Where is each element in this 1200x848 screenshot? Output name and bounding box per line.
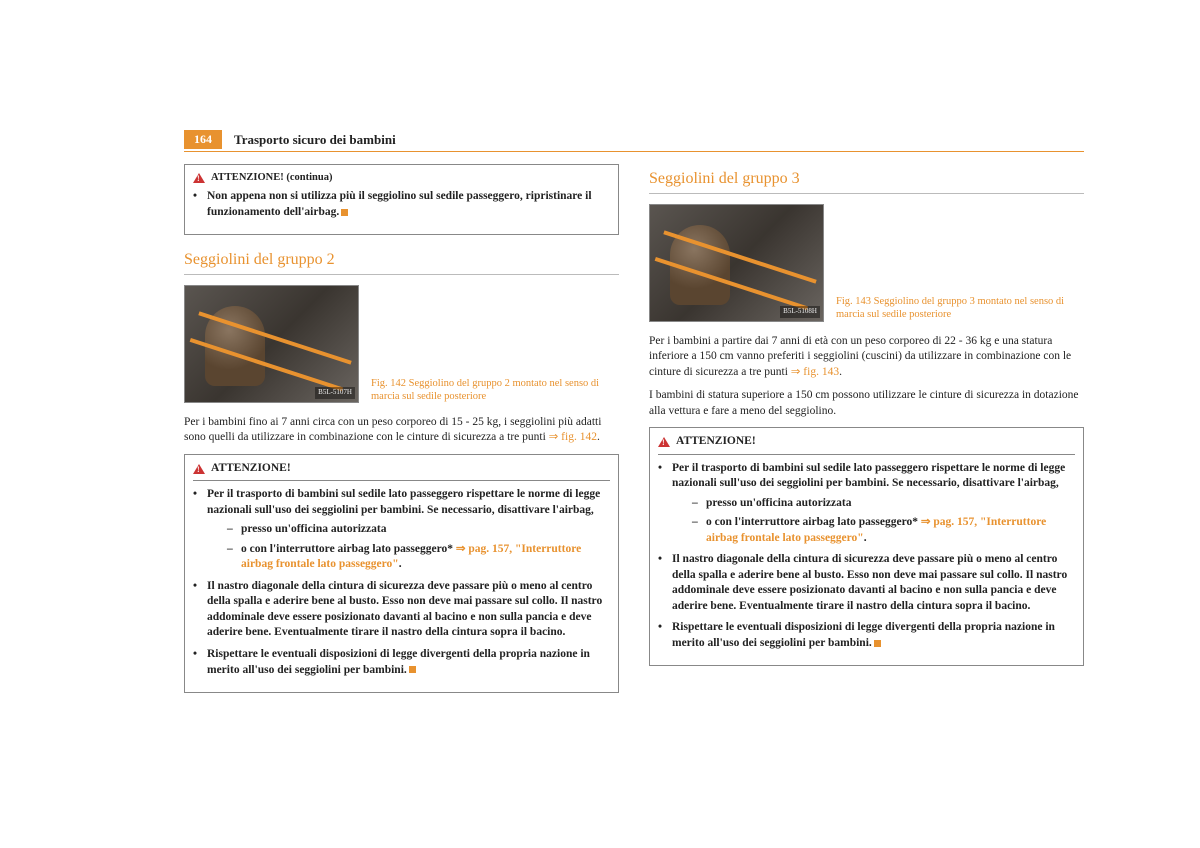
figure-143-caption: Fig. 143 Seggiolino del gruppo 3 montato… xyxy=(836,295,1066,321)
warning-icon xyxy=(193,173,205,183)
body-paragraph: Per i bambini fino ai 7 anni circa con u… xyxy=(184,415,619,446)
page-number-badge: 164 xyxy=(184,130,222,149)
warning-header-text: ATTENZIONE! xyxy=(676,434,756,450)
figure-reference: ⇒ fig. 142 xyxy=(549,431,597,443)
figure-142-image: B5L-5107H xyxy=(184,285,359,403)
figure-code-label: B5L-5107H xyxy=(315,387,355,398)
figure-143-image: B5L-5108H xyxy=(649,204,824,322)
warning-header: ATTENZIONE! xyxy=(193,461,610,482)
figure-142-caption: Fig. 142 Seggiolino del gruppo 2 montato… xyxy=(371,377,601,403)
warning-dash-item: o con l'interruttore airbag lato passegg… xyxy=(227,542,610,573)
section-heading-group2: Seggiolini del gruppo 2 xyxy=(184,249,619,275)
seatbelt-graphic xyxy=(663,230,816,283)
figure-143-row: B5L-5108H Fig. 143 Seggiolino del gruppo… xyxy=(649,204,1084,322)
body-paragraph: Per i bambini a partire dai 7 anni di et… xyxy=(649,334,1084,381)
warning-dash-item: presso un'officina autorizzata xyxy=(692,496,1075,512)
warning-bullet: Per il trasporto di bambini sul sedile l… xyxy=(193,487,610,573)
figure-142-row: B5L-5107H Fig. 142 Seggiolino del gruppo… xyxy=(184,285,619,403)
warning-dash-item: presso un'officina autorizzata xyxy=(227,522,610,538)
warning-bullet: Il nastro diagonale della cintura di sic… xyxy=(193,579,610,641)
warning-bullet: Per il trasporto di bambini sul sedile l… xyxy=(658,461,1075,547)
end-square-icon xyxy=(341,209,348,216)
two-column-layout: ATTENZIONE! (continua) Non appena non si… xyxy=(184,164,1084,707)
warning-bullet: Rispettare le eventuali disposizioni di … xyxy=(193,647,610,678)
warning-bullet: Il nastro diagonale della cintura di sic… xyxy=(658,552,1075,614)
warning-box-right: ATTENZIONE! Per il trasporto di bambini … xyxy=(649,427,1084,666)
warning-icon xyxy=(193,464,205,474)
seatbelt-graphic xyxy=(198,311,351,364)
figure-code-label: B5L-5108H xyxy=(780,306,820,317)
right-column: Seggiolini del gruppo 3 B5L-5108H Fig. 1… xyxy=(649,164,1084,707)
left-column: ATTENZIONE! (continua) Non appena non si… xyxy=(184,164,619,707)
page-header: 164 Trasporto sicuro dei bambini xyxy=(184,130,1084,152)
warning-bullet: Non appena non si utilizza più il seggio… xyxy=(193,189,610,220)
manual-page: 164 Trasporto sicuro dei bambini ATTENZI… xyxy=(184,130,1084,707)
warning-header-text: ATTENZIONE! (continua) xyxy=(211,171,332,185)
warning-header-text: ATTENZIONE! xyxy=(211,461,291,477)
warning-box-continued: ATTENZIONE! (continua) Non appena non si… xyxy=(184,164,619,235)
page-title: Trasporto sicuro dei bambini xyxy=(234,132,396,148)
warning-bullet: Rispettare le eventuali disposizioni di … xyxy=(658,620,1075,651)
body-paragraph: I bambini di statura superiore a 150 cm … xyxy=(649,388,1084,419)
warning-dash-item: o con l'interruttore airbag lato passegg… xyxy=(692,515,1075,546)
end-square-icon xyxy=(874,640,881,647)
warning-header: ATTENZIONE! (continua) xyxy=(193,171,610,185)
end-square-icon xyxy=(409,666,416,673)
warning-icon xyxy=(658,437,670,447)
figure-reference: ⇒ fig. 143 xyxy=(791,366,839,378)
section-heading-group3: Seggiolini del gruppo 3 xyxy=(649,168,1084,194)
warning-box-left: ATTENZIONE! Per il trasporto di bambini … xyxy=(184,454,619,693)
warning-header: ATTENZIONE! xyxy=(658,434,1075,455)
